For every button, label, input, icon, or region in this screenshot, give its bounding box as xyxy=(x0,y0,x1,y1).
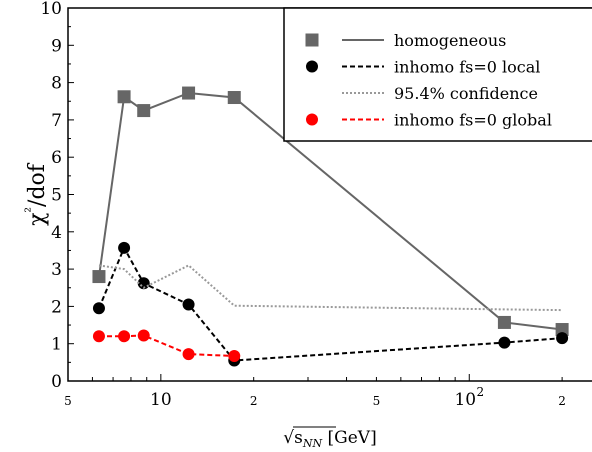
legend-marker xyxy=(305,33,319,47)
y-tick-label: 8 xyxy=(51,74,62,94)
x-tick-label: 2 xyxy=(250,394,258,408)
series-point-0 xyxy=(92,270,106,284)
x-tick-label: 5 xyxy=(373,394,381,408)
legend-marker xyxy=(306,60,318,73)
series-point-0 xyxy=(137,104,151,118)
legend-box xyxy=(283,7,592,142)
legend: homogeneous inhomo fs=0 local 95.4% confid… xyxy=(283,7,592,142)
series-point-3 xyxy=(182,348,195,361)
series-point-3 xyxy=(118,330,131,343)
y-tick-label: 7 xyxy=(51,111,62,131)
y-tick-label: 1 xyxy=(51,335,62,355)
y-tick-label: 9 xyxy=(51,36,62,56)
x-tick-label: 5 xyxy=(64,394,72,408)
y-axis-title: χ²/dof xyxy=(23,162,50,226)
series-point-1 xyxy=(182,298,195,311)
series-line-1 xyxy=(98,245,563,362)
y-tick-label: 10 xyxy=(40,0,62,19)
y-tick-label: 3 xyxy=(51,260,62,280)
series-point-1 xyxy=(498,336,511,349)
legend-label: inhomo fs=0 local xyxy=(394,58,540,77)
x-tick-label-exponent: 2 xyxy=(476,385,484,399)
series-point-1 xyxy=(118,241,131,254)
series-point-3 xyxy=(228,350,241,363)
x-tick-label: 10 xyxy=(150,390,172,410)
series-point-0 xyxy=(182,86,196,100)
y-tick-label: 0 xyxy=(51,372,62,392)
x-axis-title: √sNN [GeV] xyxy=(283,428,376,450)
series-point-1 xyxy=(556,332,569,345)
series-line-2 xyxy=(98,264,563,312)
series-point-3 xyxy=(137,329,150,342)
legend-label: inhomo fs=0 global xyxy=(394,111,552,130)
y-tick-label: 6 xyxy=(51,148,62,168)
series-point-0 xyxy=(497,315,511,329)
series-layer xyxy=(92,86,569,367)
legend-marker xyxy=(306,113,318,126)
y-tick-label: 2 xyxy=(51,297,62,317)
x-tick-label: 2 xyxy=(558,394,566,408)
series-point-0 xyxy=(555,323,569,337)
legend-label: 95.4% confidence xyxy=(394,84,538,103)
legend-label: homogeneous xyxy=(394,31,506,50)
series-point-1 xyxy=(92,302,105,315)
x-tick-label: 10 xyxy=(454,390,476,410)
y-tick-label: 5 xyxy=(51,186,62,206)
series-point-0 xyxy=(117,90,131,104)
series-point-3 xyxy=(92,330,105,343)
series-point-0 xyxy=(227,91,241,105)
y-tick-label: 4 xyxy=(51,223,62,243)
